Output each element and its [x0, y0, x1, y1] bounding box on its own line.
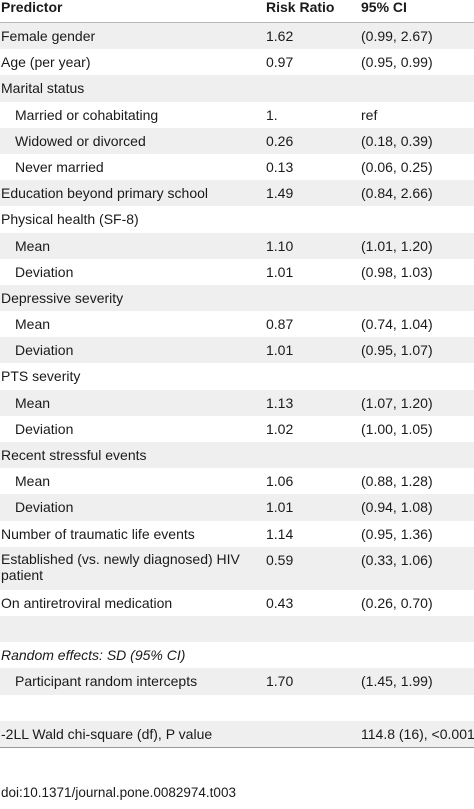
- table-row: Education beyond primary school 1.49 (0.…: [0, 180, 474, 207]
- row-ci: (0.33, 1.06): [361, 551, 433, 568]
- table-row: Number of traumatic life events 1.14 (0.…: [0, 521, 474, 547]
- table-row: Mean 1.10 (1.01, 1.20): [0, 232, 474, 259]
- row-risk-ratio: 1.: [266, 106, 278, 123]
- table-row: Recent stressful events: [0, 442, 474, 469]
- row-ci: (1.45, 1.99): [361, 673, 433, 690]
- row-risk-ratio: 1.01: [266, 499, 294, 516]
- row-label: Deviation: [15, 499, 74, 516]
- row-risk-ratio: 1.62: [266, 28, 294, 44]
- table-row: Widowed or divorced 0.26 (0.18, 0.39): [0, 127, 474, 154]
- table-row: -2LL Wald chi-square (df), P value 114.8…: [0, 720, 474, 748]
- table-row: Deviation 1.02 (1.00, 1.05): [0, 416, 474, 442]
- table-row: Never married 0.13 (0.06, 0.25): [0, 154, 474, 180]
- row-label: Deviation: [15, 420, 74, 437]
- table-row: Age (per year) 0.97 (0.95, 0.99): [0, 49, 474, 75]
- row-risk-ratio: 1.06: [266, 473, 294, 490]
- row-label: -2LL Wald chi-square (df), P value: [1, 725, 213, 742]
- row-label: Number of traumatic life events: [1, 525, 195, 542]
- table-row: Participant random intercepts 1.70 (1.45…: [0, 668, 474, 695]
- table-row: PTS severity: [0, 363, 474, 389]
- table-row: Deviation 1.01 (0.98, 1.03): [0, 259, 474, 285]
- row-label: Depressive severity: [1, 289, 124, 306]
- row-label: Deviation: [15, 342, 74, 359]
- row-label: Established (vs. newly diagnosed) HIV pa…: [1, 550, 240, 583]
- table-row: Established (vs. newly diagnosed) HIV pa…: [0, 546, 474, 590]
- results-table: Predictor Risk Ratio 95% CI Female gende…: [0, 0, 474, 748]
- row-risk-ratio: 1.14: [266, 525, 294, 542]
- row-ci: (0.99, 2.67): [361, 28, 433, 44]
- row-ci: (1.07, 1.20): [361, 394, 433, 411]
- row-ci: ref: [361, 106, 378, 123]
- row-label: Female gender: [1, 28, 96, 44]
- table-row: Deviation 1.01 (0.94, 1.08): [0, 494, 474, 521]
- header-predictor: Predictor: [1, 0, 63, 15]
- row-label: Random effects: SD (95% CI): [1, 647, 186, 664]
- row-ci: (0.18, 0.39): [361, 132, 433, 149]
- row-risk-ratio: 0.13: [266, 158, 294, 175]
- row-risk-ratio: 1.10: [266, 237, 294, 254]
- row-risk-ratio: 0.87: [266, 316, 294, 333]
- row-label: Widowed or divorced: [15, 132, 146, 149]
- row-risk-ratio: 1.01: [266, 263, 294, 280]
- header-risk-ratio: Risk Ratio: [266, 0, 335, 15]
- table-row: Physical health (SF-8): [0, 206, 474, 232]
- table-row: Mean 0.87 (0.74, 1.04): [0, 311, 474, 337]
- row-risk-ratio: 1.13: [266, 394, 294, 411]
- row-ci: (0.95, 1.36): [361, 525, 433, 542]
- row-ci: (0.26, 0.70): [361, 594, 433, 611]
- row-label: Physical health (SF-8): [1, 211, 139, 228]
- row-label: Mean: [15, 316, 51, 333]
- row-ci: (0.88, 1.28): [361, 473, 433, 490]
- row-label: Mean: [15, 237, 51, 254]
- row-label: Never married: [15, 158, 104, 175]
- row-label: Age (per year): [1, 54, 91, 71]
- row-label: Participant random intercepts: [15, 673, 198, 690]
- row-risk-ratio: 1.49: [266, 185, 294, 202]
- row-risk-ratio: 1.70: [266, 673, 294, 690]
- row-label: Deviation: [15, 263, 74, 280]
- table-row: Depressive severity: [0, 284, 474, 312]
- row-ci: (0.06, 0.25): [361, 158, 433, 175]
- row-ci: (0.94, 1.08): [361, 499, 433, 516]
- row-risk-ratio: 0.97: [266, 54, 294, 71]
- row-label: PTS severity: [1, 368, 81, 385]
- row-ci: (1.01, 1.20): [361, 237, 433, 254]
- table-row-spacer: [0, 695, 474, 721]
- table-row: Mean 1.13 (1.07, 1.20): [0, 389, 474, 416]
- row-label: Mean: [15, 473, 51, 490]
- table-header-row: Predictor Risk Ratio 95% CI: [0, 0, 474, 23]
- row-risk-ratio: 0.43: [266, 594, 294, 611]
- row-ci: (0.95, 0.99): [361, 54, 433, 71]
- row-ci: (1.00, 1.05): [361, 420, 433, 437]
- row-label: On antiretroviral medication: [1, 594, 173, 611]
- row-ci: (0.84, 2.66): [361, 185, 433, 202]
- row-risk-ratio: 1.01: [266, 342, 294, 359]
- row-ci: (0.74, 1.04): [361, 316, 433, 333]
- table-row: Random effects: SD (95% CI): [0, 642, 474, 668]
- row-label: Mean: [15, 394, 51, 411]
- row-label: Education beyond primary school: [1, 185, 209, 202]
- table-row: Marital status: [0, 75, 474, 102]
- row-label: Recent stressful events: [1, 447, 147, 463]
- row-ci: (0.95, 1.07): [361, 342, 433, 359]
- table-row: On antiretroviral medication 0.43 (0.26,…: [0, 590, 474, 616]
- row-risk-ratio: 0.59: [266, 551, 294, 568]
- table-row: Deviation 1.01 (0.95, 1.07): [0, 337, 474, 364]
- table-row: Married or cohabitating 1. ref: [0, 102, 474, 128]
- row-label: Married or cohabitating: [15, 106, 159, 123]
- row-ci: 114.8 (16), <0.001: [361, 725, 474, 742]
- header-ci: 95% CI: [361, 0, 407, 15]
- row-risk-ratio: 0.26: [266, 132, 294, 149]
- table-row: Female gender 1.62 (0.99, 2.67): [0, 23, 474, 50]
- row-ci: (0.98, 1.03): [361, 263, 433, 280]
- table-row: Mean 1.06 (0.88, 1.28): [0, 468, 474, 494]
- doi-caption: doi:10.1371/journal.pone.0082974.t003: [1, 785, 236, 800]
- row-risk-ratio: 1.02: [266, 420, 294, 437]
- row-label: Marital status: [1, 80, 85, 97]
- table-row-spacer: [0, 615, 474, 643]
